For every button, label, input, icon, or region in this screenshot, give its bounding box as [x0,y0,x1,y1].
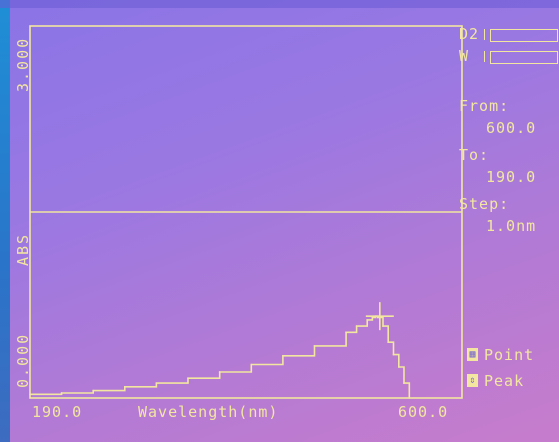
spectrum-point [371,316,374,319]
spectrum-point [408,397,411,399]
screen-bezel-left [0,0,10,442]
y-min-label: 0.000 [14,332,32,388]
from-value: 600.0 [486,119,537,137]
spectrum-point [218,371,221,373]
spectrum-point [376,316,379,319]
to-value: 190.0 [486,168,537,186]
spectrum-series-0 [30,315,411,398]
x-min-label: 190.0 [32,403,83,421]
spectrum-point [387,341,390,344]
to-label: To: [459,146,490,164]
spectrum-point [250,363,253,366]
from-label: From: [459,97,510,115]
spectrum-point [355,325,358,327]
spectrum-point [313,345,316,347]
spectrum-point [366,319,368,321]
spectrum-point [29,393,31,396]
y-max-label: 3.000 [14,36,32,92]
lamp-d2-label: D2 [459,25,480,43]
spectrum-point [403,382,405,384]
spectrum-point [92,389,95,392]
x-axis-label: Wavelength(nm) [138,403,279,421]
spectrum-curve-layer [29,302,411,399]
up-down-arrow-icon: ⇕ [467,374,478,387]
spectrum-point [155,382,158,384]
lamp-w-bracket [484,51,492,62]
spectrum-point [397,366,400,368]
lamp-w-bar [490,51,558,64]
spectrum-point [345,331,347,334]
spectrum-point [124,386,126,388]
spectrum-point [382,325,384,327]
peak-softkey-label: Peak [484,372,525,390]
spectrum-point [392,353,395,356]
spectrum-point [60,392,63,394]
lamp-d2-bar [490,29,558,42]
step-label: Step: [459,195,510,213]
lamp-w-label: W [459,47,470,65]
x-max-label: 600.0 [398,403,449,421]
spectrum-point [282,355,284,357]
screen-bezel-top [0,0,559,8]
point-softkey-label: Point [484,346,535,364]
y-axis-label: ABS [14,232,32,266]
spectrum-point [187,377,189,379]
step-value: 1.0nm [486,217,537,235]
grid-icon: ▦ [467,348,478,361]
lamp-d2-bracket [484,29,492,40]
